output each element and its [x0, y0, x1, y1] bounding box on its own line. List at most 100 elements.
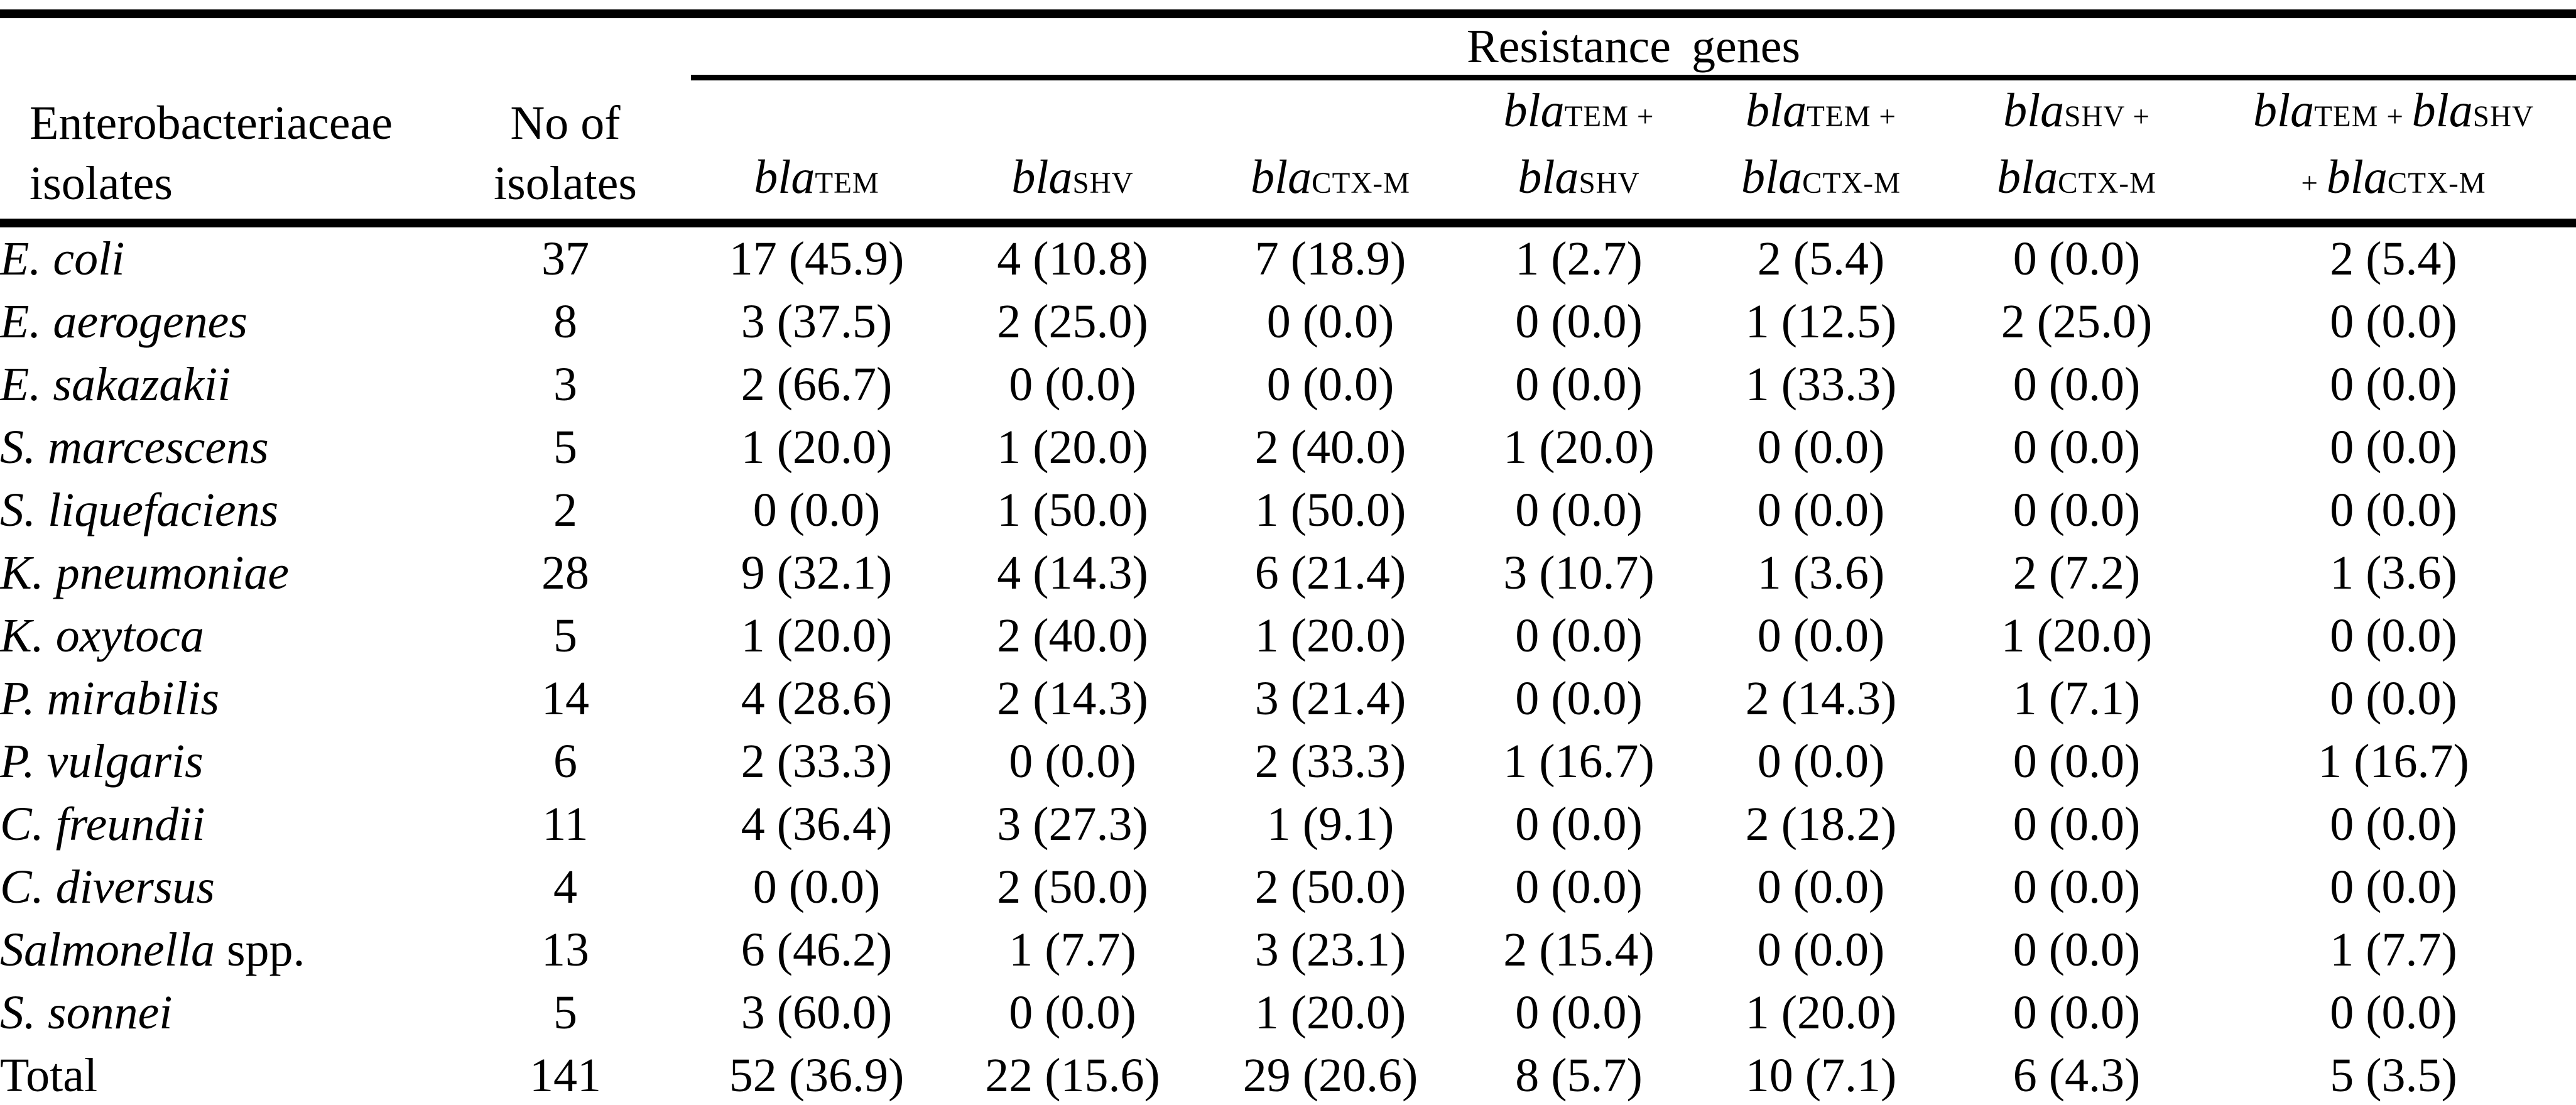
header-species-line2: isolates [30, 157, 173, 210]
italic-text: bla [2411, 84, 2473, 137]
gene-count-cell: 2 (14.3) [1745, 672, 1897, 725]
header-group-row: Enterobacteriaceae isolates No of isolat… [0, 14, 2576, 227]
gene-count-cell: 0 (0.0) [2013, 232, 2141, 285]
table-row: Salmonella spp. 13 6 (46.2) 1 (7.7) 3 (23.1)… [0, 918, 2576, 981]
gene-count-cell: 0 (0.0) [1515, 358, 1643, 411]
italic-text: bla [1997, 151, 2058, 204]
header-gene-line: blaCTX-M [1700, 147, 1942, 214]
italic-text: C. freundii [0, 798, 205, 851]
gene-count-cell: 0 (0.0) [1266, 358, 1394, 411]
gene-count-cell: 0 (0.0) [1757, 421, 1885, 474]
smallcaps-text: TEM + [1564, 101, 1655, 133]
header-gene-column: blaTEM + blaSHV [1458, 80, 1700, 227]
table-row: C. freundii 11 4 (36.4) 3 (27.3) 1 (9.1) 0 (0… [0, 793, 2576, 856]
italic-text: E. aerogenes [0, 295, 247, 348]
isolate-count-cell: 11 [542, 798, 589, 851]
gene-count-cell: 0 (0.0) [1009, 986, 1136, 1039]
gene-count-cell: 0 (0.0) [1515, 609, 1643, 662]
gene-count-cell: 3 (60.0) [741, 986, 893, 1039]
italic-text: S. sonnei [0, 986, 173, 1039]
gene-count-cell: 1 (20.0) [1745, 986, 1897, 1039]
italic-text: bla [1518, 151, 1579, 204]
gene-count-cell: 2 (50.0) [997, 861, 1148, 913]
gene-count-cell: 5 (3.5) [2330, 1049, 2457, 1102]
species-cell: C. diversus [0, 856, 440, 918]
gene-count-cell: 2 (33.3) [741, 735, 893, 788]
gene-count-cell: 0 (0.0) [2013, 484, 2141, 536]
isolate-count-cell: 5 [553, 986, 577, 1039]
table-row: E. sakazakii 3 2 (66.7) 0 (0.0) 0 (0.0) 0 (0.… [0, 353, 2576, 416]
gene-count-cell: 4 (36.4) [741, 798, 893, 851]
gene-count-cell: 2 (25.0) [2001, 295, 2153, 348]
header-gene-line: blaTEM [691, 147, 942, 214]
header-gene-line: blaSHV + [1942, 80, 2211, 147]
header-isolate-count-column: No of isolates [440, 14, 691, 227]
gene-count-cell: 6 (21.4) [1254, 547, 1406, 599]
smallcaps-text: TEM + [1807, 101, 1896, 133]
header-gene-line: blaTEM + [1458, 80, 1700, 147]
gene-count-cell: 0 (0.0) [2330, 358, 2457, 411]
header-gene-line: blaTEM + [1700, 80, 1942, 147]
table-row: P. vulgaris 6 2 (33.3) 0 (0.0) 2 (33.3) 1 (16… [0, 730, 2576, 793]
species-cell: K. pneumoniae [0, 542, 440, 604]
isolate-count-cell: 8 [553, 295, 577, 348]
gene-count-cell: 0 (0.0) [2013, 735, 2141, 788]
gene-count-cell: 0 (0.0) [2013, 421, 2141, 474]
gene-count-cell: 0 (0.0) [2330, 798, 2457, 851]
isolate-count-cell: 4 [553, 861, 577, 913]
smallcaps-text: TEM [815, 167, 879, 200]
gene-count-cell: 0 (0.0) [2330, 986, 2457, 1039]
gene-count-cell: 2 (5.4) [1757, 232, 1885, 285]
gene-count-cell: 1 (20.0) [1254, 986, 1406, 1039]
gene-count-cell: 6 (4.3) [2013, 1049, 2141, 1102]
isolate-count-cell: 5 [553, 609, 577, 662]
species-cell: C. freundii [0, 793, 440, 856]
smallcaps-text: SHV [1072, 167, 1134, 200]
smallcaps-text: CTX-M [2387, 167, 2486, 200]
isolate-count-cell: 141 [530, 1049, 601, 1102]
gene-count-cell: 29 (20.6) [1242, 1049, 1418, 1102]
isolate-count-cell: 5 [553, 421, 577, 474]
resistance-genes-table: Enterobacteriaceae isolates No of isolat… [0, 9, 2576, 1105]
gene-count-cell: 2 (40.0) [997, 609, 1148, 662]
gene-count-cell: 3 (37.5) [741, 295, 893, 348]
header-gene-column: blaTEM + blaCTX-M [1700, 80, 1942, 227]
gene-count-cell: 0 (0.0) [1757, 484, 1885, 536]
gene-count-cell: 4 (28.6) [741, 672, 893, 725]
gene-count-cell: 0 (0.0) [1757, 735, 1885, 788]
gene-count-cell: 1 (16.7) [2318, 735, 2469, 788]
gene-count-cell: 3 (23.1) [1254, 923, 1406, 976]
gene-count-cell: 0 (0.0) [1515, 986, 1643, 1039]
gene-count-cell: 1 (20.0) [1254, 609, 1406, 662]
smallcaps-text: CTX-M [2058, 167, 2156, 200]
italic-text: bla [1741, 151, 1803, 204]
italic-text: C. diversus [0, 861, 215, 913]
italic-text: Salmonella [0, 923, 215, 976]
table-row: K. pneumoniae 28 9 (32.1) 4 (14.3) 6 (21.4) 3… [0, 542, 2576, 604]
gene-count-cell: 0 (0.0) [2330, 672, 2457, 725]
species-cell: P. vulgaris [0, 730, 440, 793]
header-gene-line: blaCTX-M [1942, 147, 2211, 214]
gene-count-cell: 1 (7.7) [2330, 923, 2457, 976]
header-count-line2: isolates [494, 157, 637, 210]
header-species-column: Enterobacteriaceae isolates [0, 14, 440, 227]
gene-count-cell: 6 (46.2) [741, 923, 893, 976]
species-cell: K. oxytoca [0, 604, 440, 667]
gene-count-cell: 7 (18.9) [1254, 232, 1406, 285]
italic-text: P. vulgaris [0, 735, 204, 788]
header-gene-line: blaCTX-M [1203, 147, 1458, 214]
gene-count-cell: 1 (20.0) [1503, 421, 1655, 474]
table-row: S. liquefaciens 2 0 (0.0) 1 (50.0) 1 (50.0) 0… [0, 479, 2576, 542]
table-body: E. coli 37 17 (45.9) 4 (10.8) 7 (18.9) 1 (2.7… [0, 223, 2576, 1105]
gene-count-cell: 1 (33.3) [1745, 358, 1897, 411]
italic-text: E. coli [0, 232, 125, 285]
smallcaps-text: SHV [1579, 167, 1640, 200]
header-gene-line: + blaCTX-M [2211, 147, 2576, 214]
gene-count-cell: 0 (0.0) [1515, 295, 1643, 348]
smallcaps-text: SHV + [2064, 101, 2150, 133]
table-row: Total 141 52 (36.9) 22 (15.6) 29 (20.6) 8 (5.… [0, 1044, 2576, 1105]
text: Total [0, 1049, 98, 1102]
table-row: S. sonnei 5 3 (60.0) 0 (0.0) 1 (20.0) 0 (0.0)… [0, 981, 2576, 1044]
italic-text: bla [754, 151, 815, 204]
